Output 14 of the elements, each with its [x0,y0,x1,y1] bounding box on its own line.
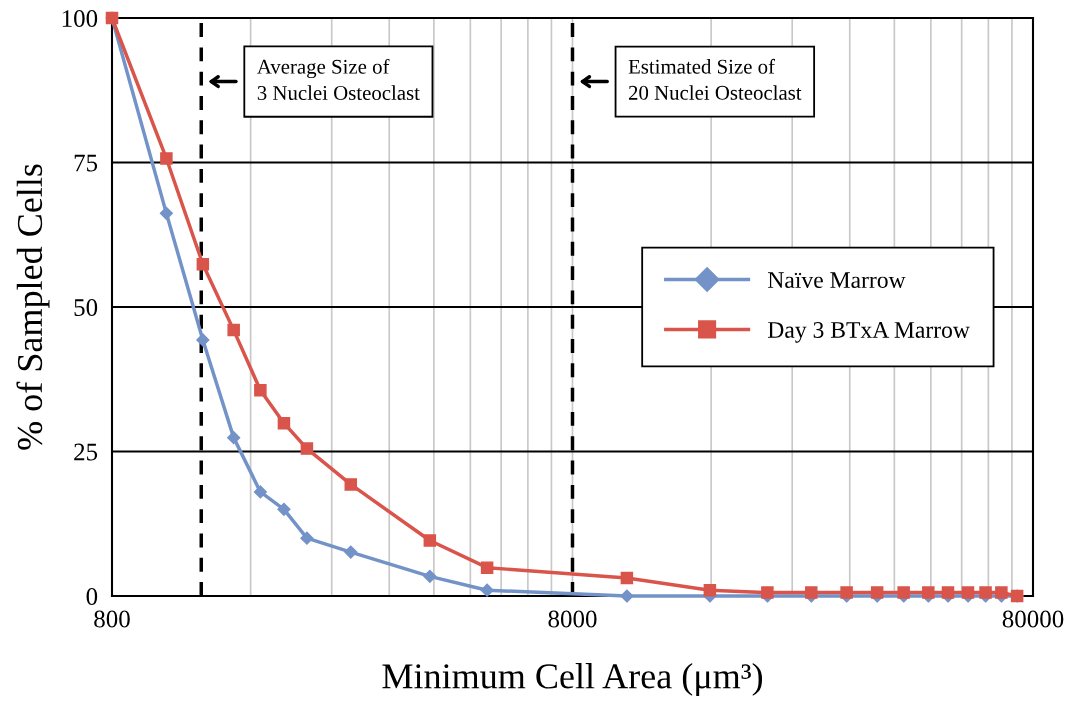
x-axis-title: Minimum Cell Area (μm³) [382,663,763,696]
legend-label: Naïve Marrow [767,272,906,288]
y-axis-title: % of Sampled Cells [16,164,50,450]
x-tick-label: 8000 [548,610,597,628]
x-tick-label: 80000 [1002,610,1064,628]
legend-label: Day 3 BTxA Marrow [767,322,970,343]
x-tick-label: 800 [94,610,130,628]
y-tick-label: 25 [74,443,98,461]
ref-line-label: Estimated Size of 20 Nuclei Osteoclast [628,58,802,100]
y-tick-label: 0 [86,588,98,605]
y-tick-label: 100 [62,10,98,27]
ref-line-label: Average Size of 3 Nuclei Osteoclast [257,58,420,100]
y-tick-label: 75 [74,154,98,172]
y-tick-label: 50 [74,299,98,316]
